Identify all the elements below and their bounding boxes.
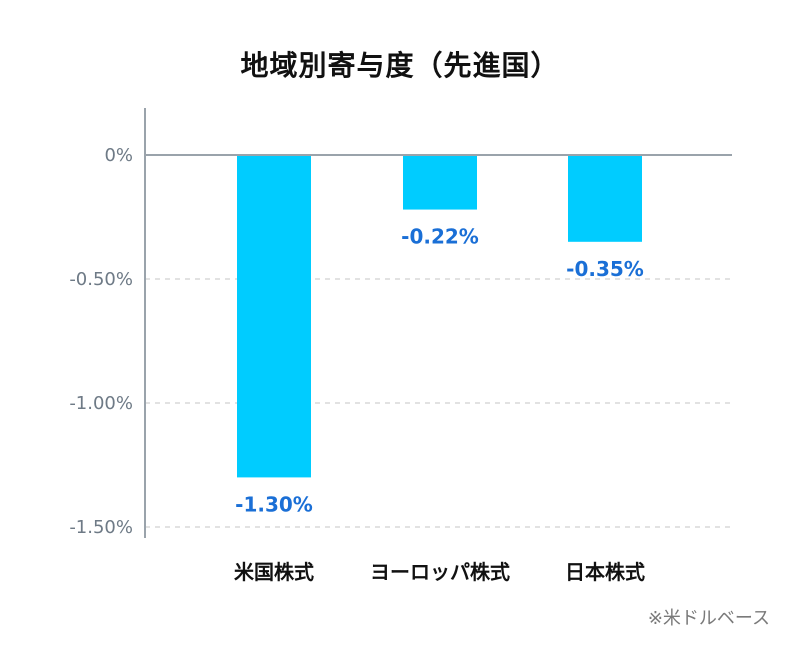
y-tick-label: -0.50% [69,269,133,290]
category-label: 米国株式 [234,560,314,584]
chart-footnote: ※米ドルベース [647,608,770,629]
category-label: ヨーロッパ株式 [370,560,510,584]
bar [403,155,477,210]
data-label: -1.30% [235,492,313,516]
bar [568,155,642,242]
chart-title: 地域別寄与度（先進国） [240,49,560,82]
y-tick-label: -1.50% [69,517,133,538]
data-label: -0.22% [401,225,479,249]
y-tick-label: -1.00% [69,393,133,414]
y-tick-label: 0% [104,145,133,166]
category-label: 日本株式 [565,560,645,584]
bar [237,155,311,478]
data-label: -0.35% [566,257,644,281]
